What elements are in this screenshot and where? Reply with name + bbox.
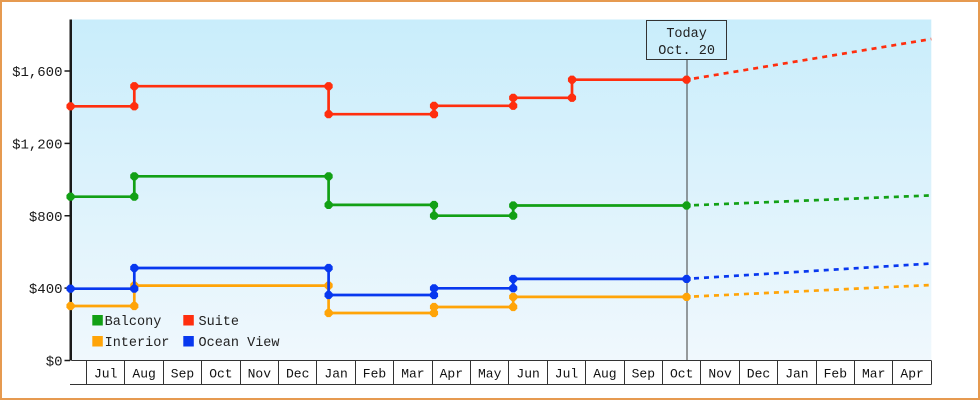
svg-text:Ocean View: Ocean View	[199, 336, 280, 351]
svg-text:Sep: Sep	[632, 367, 655, 382]
svg-text:Feb: Feb	[363, 367, 386, 382]
svg-text:Aug: Aug	[132, 367, 155, 382]
svg-text:Oct: Oct	[670, 367, 693, 382]
svg-text:$0: $0	[46, 355, 63, 371]
svg-text:Nov: Nov	[708, 367, 732, 382]
svg-text:Oct. 20: Oct. 20	[658, 44, 715, 59]
svg-text:Dec: Dec	[286, 367, 309, 382]
svg-text:Jan: Jan	[785, 367, 808, 382]
svg-text:Dec: Dec	[747, 367, 770, 382]
svg-text:Nov: Nov	[248, 367, 272, 382]
svg-text:Balcony: Balcony	[105, 315, 162, 330]
svg-text:Interior: Interior	[105, 336, 170, 351]
svg-text:$800: $800	[29, 210, 63, 226]
svg-text:Jul: Jul	[555, 367, 579, 382]
svg-text:Aug: Aug	[593, 367, 616, 382]
svg-text:Apr: Apr	[440, 367, 463, 382]
svg-text:Jul: Jul	[94, 367, 118, 382]
svg-text:Mar: Mar	[401, 367, 424, 382]
svg-text:Apr: Apr	[900, 367, 923, 382]
svg-text:Mar: Mar	[862, 367, 885, 382]
svg-text:May: May	[478, 367, 502, 382]
svg-text:Suite: Suite	[199, 315, 240, 330]
svg-text:Oct: Oct	[209, 367, 232, 382]
svg-text:$400: $400	[29, 282, 63, 298]
svg-text:Jan: Jan	[324, 367, 347, 382]
svg-text:Today: Today	[666, 27, 707, 42]
svg-text:Feb: Feb	[824, 367, 847, 382]
svg-text:Jun: Jun	[516, 367, 539, 382]
svg-text:Sep: Sep	[171, 367, 194, 382]
svg-text:$1,600: $1,600	[12, 65, 62, 81]
svg-text:$1,200: $1,200	[12, 137, 62, 153]
